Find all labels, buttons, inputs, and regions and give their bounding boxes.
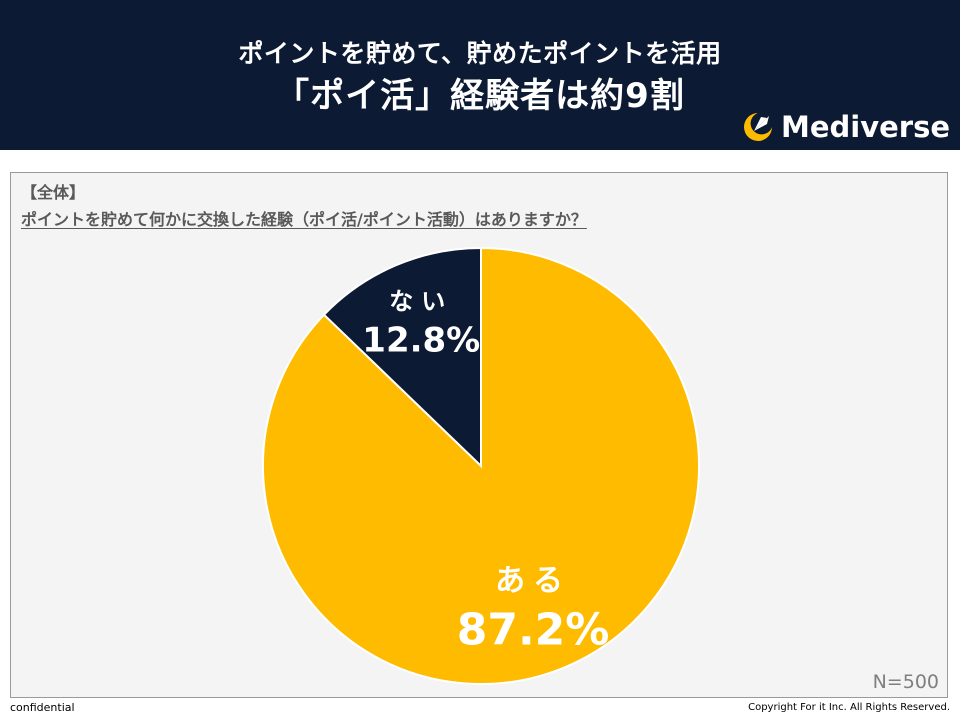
survey-question: ポイントを貯めて何かに交換した経験（ポイ活/ポイント活動）はありますか？: [21, 210, 587, 229]
title-line-1: ポイントを貯めて、貯めたポイントを活用: [238, 39, 722, 68]
sample-size-label: N=500: [872, 671, 939, 693]
chart-panel: 【全体】 ポイントを貯めて何かに交換した経験（ポイ活/ポイント活動）はありますか…: [10, 172, 948, 698]
confidential-label: confidential: [10, 701, 75, 714]
title-line-2: 「ポイ活」経験者は約9割: [275, 76, 685, 116]
copyright-label: Copyright For it Inc. All Rights Reserve…: [748, 702, 950, 713]
slice-value-label-1: 87.2%: [457, 604, 610, 655]
brand-logo: Mediverse: [741, 110, 950, 144]
brand-name: Mediverse: [780, 110, 950, 144]
segment-tag: 【全体】: [21, 183, 86, 202]
slice-category-label-1: ある: [495, 563, 571, 598]
pie-slice-0: [322, 246, 482, 469]
crescent-rocket-logo-icon: [743, 113, 772, 141]
pie-chart: ない 12.8% ある 87.2%: [262, 246, 700, 685]
header-banner: ポイントを貯めて、貯めたポイントを活用 「ポイ活」経験者は約9割 Mediver…: [0, 0, 960, 150]
pie-slice-1: [262, 246, 700, 685]
slice-category-label-0: ない: [389, 288, 453, 316]
slice-value-label-0: 12.8%: [362, 321, 480, 361]
